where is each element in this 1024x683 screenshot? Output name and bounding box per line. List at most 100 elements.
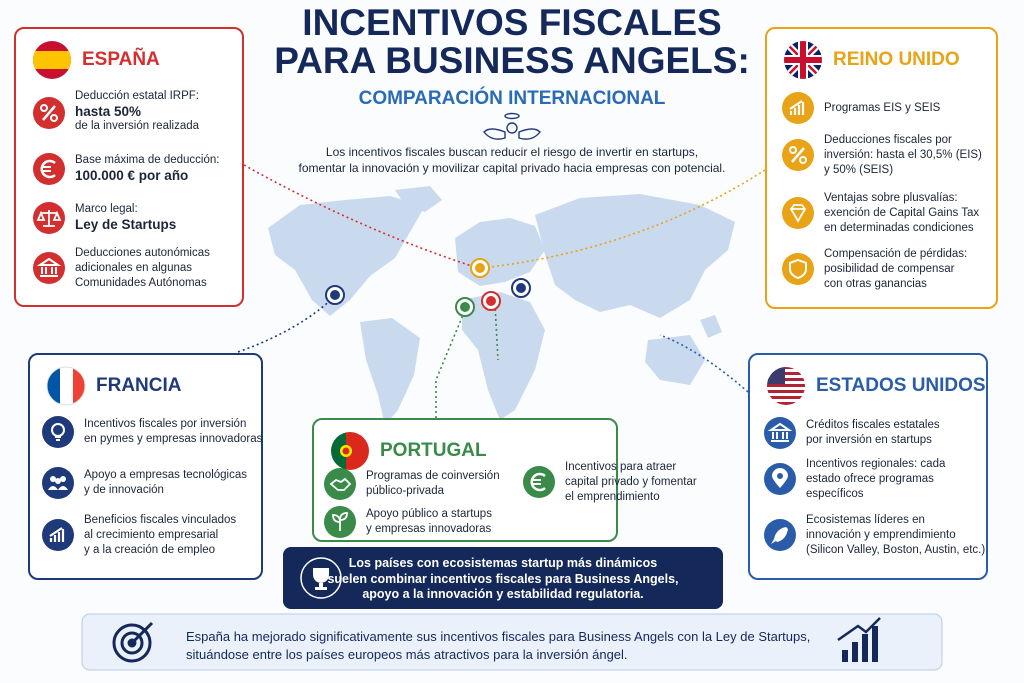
country-panel: REINO UNIDO Programas EIS y SEIS Deduccion…	[765, 27, 998, 309]
decor-circle	[486, 296, 496, 306]
intro: Los incentivos fiscales buscan reducir e…	[0, 144, 1024, 176]
item-icon	[42, 519, 74, 551]
decor-path	[645, 335, 705, 385]
item-line: Marco legal:	[75, 202, 138, 215]
decor-circle	[300, 557, 342, 599]
callout-line: suelen combinar incentivos fiscales para…	[327, 571, 679, 586]
decor-path	[535, 194, 735, 318]
decor-path	[494, 303, 499, 361]
item-icon	[782, 92, 814, 124]
item-icon	[33, 252, 65, 284]
decor-rect	[872, 626, 878, 662]
flag	[331, 432, 369, 470]
item-icon	[523, 466, 555, 498]
country-panel: ESTADOS UNIDOS Créditos fiscales estatale…	[748, 353, 988, 580]
country-panel: ESPAÑA Deducción estatal IRPF: hasta 50% de…	[14, 27, 244, 307]
item-line: Apoyo público a startups	[366, 508, 492, 520]
decor-path	[481, 169, 766, 269]
title-line: INCENTIVOS FISCALES	[302, 2, 722, 43]
item-text: Deducción estatal IRPF: hasta 50% de la in…	[75, 89, 199, 134]
item-line: Incentivos fiscales por inversión	[84, 418, 247, 430]
item-line: y a la creación de empleo	[84, 543, 216, 556]
item-text: Créditos fiscales estatales por inversión…	[806, 418, 940, 448]
item-icon	[33, 153, 65, 185]
decor-path	[455, 218, 545, 286]
item-line: Compensación de pérdidas:	[824, 247, 968, 260]
item-line: con otras ganancias	[824, 277, 927, 290]
decor-circle	[506, 122, 518, 134]
decor-circle	[475, 263, 485, 273]
item-text: Compensación de pérdidas: posibilidad de …	[824, 247, 967, 292]
item-text: Beneficios fiscales vinculados al crecimi…	[84, 513, 236, 558]
footer-text: España ha mejorado significativamente su…	[186, 628, 810, 664]
flag	[784, 41, 822, 79]
decor-path	[132, 621, 154, 643]
item-line: y 50% (SEIS)	[824, 163, 894, 176]
footer-line: España ha mejorado significativamente su…	[186, 629, 811, 644]
callout-box	[283, 547, 723, 609]
item-line: Créditos fiscales estatales	[806, 419, 940, 431]
item-text: Deducciones autonómicas adicionales en al…	[75, 246, 210, 291]
panel-title: REINO UNIDO	[833, 49, 960, 70]
item-line: Incentivos regionales: cada	[806, 457, 946, 470]
item-text: Ecosistemas líderes en innovación y empre…	[806, 513, 985, 558]
decor-path	[360, 318, 420, 425]
item-line: Apoyo a empresas tecnológicas	[84, 469, 248, 481]
item-line: por inversión en startups	[806, 434, 932, 446]
item-line: Deducciones autonómicas	[75, 246, 210, 259]
item-line: en determinadas condiciones	[824, 221, 974, 234]
item-line: en pymes y empresas innovadoras	[84, 433, 263, 445]
item-line: (Silicon Valley, Boston, Austin, etc.)	[806, 543, 986, 556]
connectors	[237, 164, 766, 418]
item-line: de la inversión realizada	[75, 120, 200, 132]
decor-circle	[330, 290, 340, 300]
item-icon	[324, 506, 356, 538]
item-line: hasta 50%	[75, 104, 142, 119]
item-line: Ecosistemas líderes en	[806, 513, 925, 526]
decor-circle	[127, 638, 137, 648]
decor-path	[268, 196, 425, 316]
item-line: específicos	[806, 487, 864, 500]
item-icon	[42, 467, 74, 499]
decor-rect	[862, 634, 868, 662]
world-map	[268, 186, 735, 425]
intro-line: fomentar la innovación y movilizar capit…	[298, 161, 726, 175]
item-line: Programas de coinversión	[366, 470, 500, 482]
item-text: Base máxima de deducción: 100.000 € por a…	[75, 153, 219, 183]
footer-box	[81, 613, 943, 671]
angel-icon	[483, 112, 541, 140]
item-line: público-privada	[366, 485, 444, 497]
item-line: Ley de Startups	[75, 216, 177, 232]
item-text: Programas EIS y SEIS	[824, 101, 940, 116]
decor-rect	[842, 650, 848, 662]
item-line: Deducciones fiscales por	[824, 133, 952, 146]
subtitle: COMPARACIÓN INTERNACIONAL	[358, 88, 666, 109]
item-text: Incentivos fiscales por inversión en pyme…	[84, 417, 262, 447]
item-icon	[782, 139, 814, 171]
decor-circle	[460, 302, 470, 312]
item-line: inversión: hasta el 30,5% (EIS)	[824, 148, 982, 161]
item-text: Incentivos para atraer capital privado y …	[565, 460, 697, 505]
item-line: adicionales en algunas	[75, 261, 193, 274]
item-icon	[33, 97, 65, 129]
item-icon	[764, 519, 796, 551]
item-icon	[42, 416, 74, 448]
decor-path	[483, 128, 506, 140]
flag	[33, 41, 71, 79]
item-line: Beneficios fiscales vinculados	[84, 513, 237, 526]
flag	[767, 367, 805, 405]
item-text: Apoyo a empresas tecnológicas y de innova…	[84, 468, 247, 498]
decor-circle	[516, 283, 526, 293]
item-line: Deducción estatal IRPF:	[75, 90, 200, 102]
decor-circle	[120, 631, 144, 655]
item-line: Incentivos para atraer	[565, 460, 677, 473]
map-pins	[325, 258, 531, 317]
item-line: posibilidad de compensar	[824, 262, 955, 275]
decor-path	[462, 292, 545, 420]
decor-path	[659, 334, 749, 393]
title-line: PARA BUSINESS ANGELS:	[274, 40, 750, 81]
intro-line: Los incentivos fiscales buscan reducir e…	[325, 145, 699, 159]
footer-line: situándose entre los países europeos más…	[186, 647, 628, 662]
item-text: Programas de coinversión público-privada	[366, 469, 500, 499]
